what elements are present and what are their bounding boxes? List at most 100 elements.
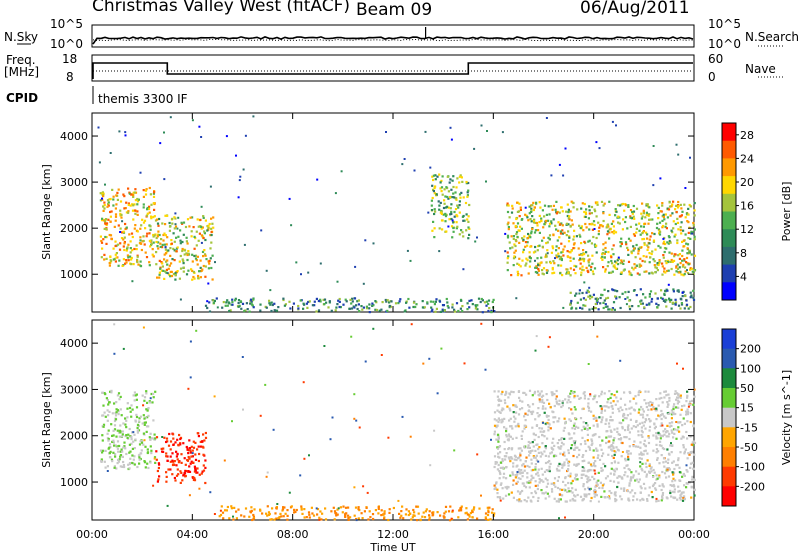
heatmap-cell <box>113 419 117 423</box>
heatmap-cell <box>413 169 416 172</box>
heatmap-cell <box>493 418 496 421</box>
heatmap-cell <box>174 223 177 226</box>
heatmap-cell <box>580 225 583 228</box>
heatmap-cell <box>665 467 668 470</box>
heatmap-cell <box>166 455 169 458</box>
heatmap-cell <box>513 243 516 246</box>
heatmap-cell <box>138 458 141 461</box>
heatmap-cell <box>646 498 649 501</box>
heatmap-cell <box>617 215 620 218</box>
power-heatmap <box>97 115 697 314</box>
heatmap-cell <box>315 507 318 510</box>
heatmap-cell <box>567 211 570 214</box>
heatmap-cell <box>126 416 129 419</box>
heatmap-cell <box>537 269 540 272</box>
heatmap-cell <box>557 247 560 250</box>
heatmap-cell <box>570 299 573 303</box>
heatmap-cell <box>143 417 146 420</box>
freq-tick-bottom: 8 <box>66 70 74 84</box>
heatmap-cell <box>141 439 144 443</box>
heatmap-cell <box>201 445 204 448</box>
heatmap-cell <box>189 216 192 219</box>
heatmap-cell <box>617 433 620 436</box>
heatmap-cell <box>561 400 564 403</box>
heatmap-cell <box>452 185 455 189</box>
heatmap-cell <box>466 513 469 516</box>
heatmap-cell <box>583 253 586 256</box>
heatmap-cell <box>190 230 193 233</box>
heatmap-cell <box>555 400 558 403</box>
heatmap-cell <box>572 238 575 241</box>
heatmap-cell <box>684 233 687 236</box>
heatmap-cell <box>177 461 180 464</box>
heatmap-cell <box>517 210 521 213</box>
heatmap-cell <box>200 136 203 138</box>
heatmap-cell <box>104 393 107 396</box>
heatmap-cell <box>683 452 686 455</box>
heatmap-cell <box>593 267 597 270</box>
heatmap-cell <box>140 248 143 252</box>
heatmap-cell <box>578 289 581 292</box>
heatmap-cell <box>689 156 691 159</box>
heatmap-cell <box>240 514 243 517</box>
heatmap-cell <box>606 223 610 226</box>
heatmap-cell <box>645 211 648 214</box>
heatmap-cell <box>154 461 157 464</box>
heatmap-cell <box>544 447 547 450</box>
heatmap-cell <box>637 434 640 437</box>
heatmap-cell <box>131 280 134 283</box>
heatmap-cell <box>676 289 679 292</box>
heatmap-cell <box>683 495 686 498</box>
heatmap-cell <box>201 470 204 473</box>
heatmap-cell <box>580 273 583 277</box>
heatmap-cell <box>583 397 586 400</box>
heatmap-cell <box>599 224 602 227</box>
heatmap-cell <box>159 242 162 245</box>
heatmap-cell <box>564 484 567 487</box>
heatmap-cell <box>225 135 228 138</box>
heatmap-cell <box>603 405 606 408</box>
heatmap-cell <box>538 481 541 484</box>
heatmap-cell <box>484 516 487 519</box>
heatmap-cell <box>170 274 174 278</box>
heatmap-cell <box>606 496 609 499</box>
heatmap-cell <box>587 397 590 401</box>
heatmap-cell <box>438 250 441 253</box>
heatmap-cell <box>398 300 401 303</box>
heatmap-cell <box>551 272 554 275</box>
heatmap-cell <box>501 407 504 410</box>
heatmap-cell <box>101 219 104 222</box>
heatmap-cell <box>402 517 405 520</box>
heatmap-cell <box>531 394 534 397</box>
heatmap-cell <box>688 249 691 252</box>
heatmap-cell <box>175 250 178 253</box>
heatmap-cell <box>518 202 521 205</box>
heatmap-cell <box>525 481 529 484</box>
heatmap-cell <box>664 416 667 419</box>
heatmap-cell <box>551 245 554 248</box>
heatmap-cell <box>603 288 606 291</box>
heatmap-cell <box>244 134 247 137</box>
heatmap-cell <box>512 391 515 394</box>
colorbar-segment <box>722 282 736 301</box>
heatmap-cell <box>679 203 682 206</box>
heatmap-cell <box>496 496 499 499</box>
heatmap-cell <box>534 245 537 249</box>
heatmap-cell <box>592 272 595 276</box>
heatmap-cell <box>123 241 126 244</box>
heatmap-cell <box>277 306 280 309</box>
heatmap-cell <box>685 482 688 485</box>
heatmap-cell <box>595 481 598 484</box>
heatmap-cell <box>465 180 468 184</box>
colorbar-tick-label: -15 <box>740 421 758 434</box>
heatmap-cell <box>436 392 439 395</box>
heatmap-cell <box>530 232 533 235</box>
heatmap-cell <box>134 199 137 202</box>
heatmap-cell <box>611 270 614 273</box>
heatmap-cell <box>670 205 673 208</box>
heatmap-cell <box>495 426 498 429</box>
heatmap-cell <box>554 485 557 488</box>
heatmap-cell <box>128 462 131 465</box>
heatmap-cell <box>588 308 591 311</box>
heatmap-cell <box>311 512 314 515</box>
